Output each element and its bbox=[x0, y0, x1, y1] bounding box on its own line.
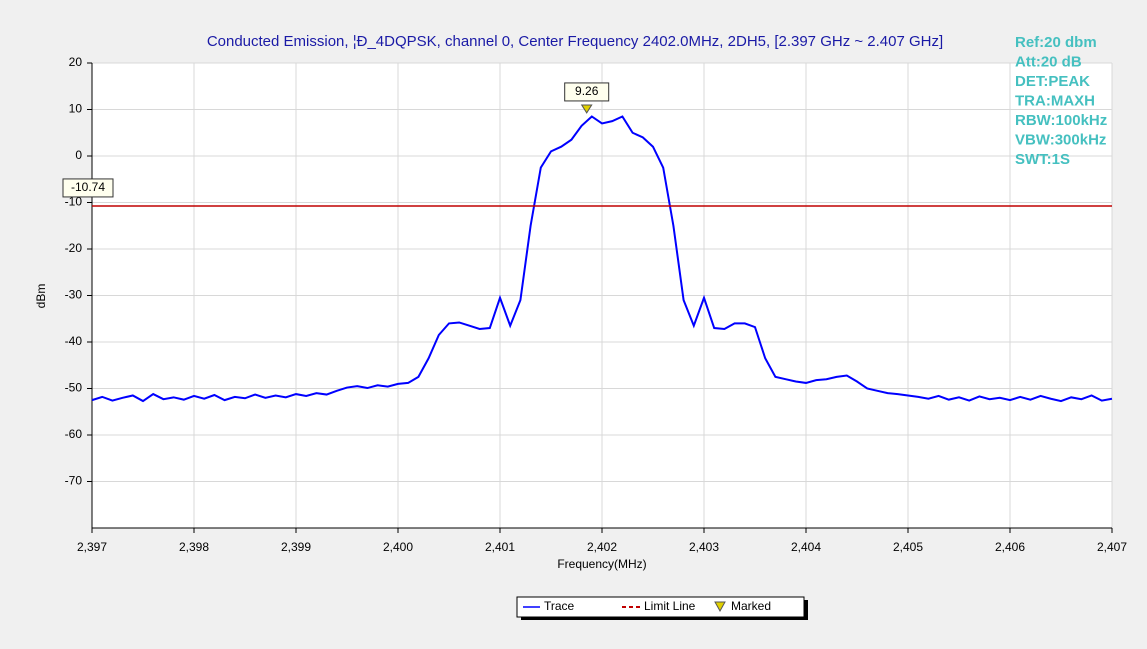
info-text: VBW:300kHz bbox=[1015, 131, 1106, 148]
legend-marker-swatch bbox=[714, 601, 726, 613]
info-text: Att:20 dB bbox=[1015, 53, 1082, 70]
x-axis-label: Frequency(MHz) bbox=[557, 557, 646, 571]
y-tick-label: -40 bbox=[65, 334, 83, 348]
x-tick-label: 2,403 bbox=[689, 540, 719, 554]
legend-label: Trace bbox=[544, 599, 575, 613]
limit-label-box bbox=[62, 178, 114, 198]
chart-title: Conducted Emission, ¦Ð_4DQPSK, channel 0… bbox=[207, 33, 943, 50]
y-tick-label: -60 bbox=[65, 427, 83, 441]
info-text: Ref:20 dbm bbox=[1015, 34, 1097, 51]
y-tick-label: -50 bbox=[65, 381, 83, 395]
info-text: SWT:1S bbox=[1015, 151, 1070, 168]
info-text: RBW:100kHz bbox=[1015, 112, 1107, 129]
marker-label: 9.26 bbox=[575, 84, 599, 98]
info-text: TRA:MAXH bbox=[1015, 92, 1095, 109]
y-tick-label: -70 bbox=[65, 474, 83, 488]
x-tick-label: 2,406 bbox=[995, 540, 1025, 554]
x-tick-label: 2,404 bbox=[791, 540, 821, 554]
trace-line bbox=[91, 115, 1113, 403]
y-tick-label: 10 bbox=[69, 102, 83, 116]
x-tick-label: 2,398 bbox=[179, 540, 209, 554]
legend-label: Marked bbox=[731, 599, 771, 613]
y-tick-label: 20 bbox=[69, 55, 83, 69]
marker bbox=[580, 104, 593, 114]
marker-label-box bbox=[564, 82, 610, 102]
y-tick-label: -10 bbox=[65, 195, 83, 209]
legend-label: Limit Line bbox=[644, 599, 696, 613]
x-tick-label: 2,401 bbox=[485, 540, 515, 554]
y-axis-label: dBm bbox=[34, 284, 48, 309]
limit-label: -10.74 bbox=[71, 180, 105, 194]
y-tick-label: -20 bbox=[65, 241, 83, 255]
x-tick-label: 2,402 bbox=[587, 540, 617, 554]
legend-box bbox=[516, 596, 805, 618]
x-tick-label: 2,405 bbox=[893, 540, 923, 554]
x-tick-label: 2,397 bbox=[77, 540, 107, 554]
x-tick-label: 2,400 bbox=[383, 540, 413, 554]
x-tick-label: 2,407 bbox=[1097, 540, 1127, 554]
y-tick-label: -30 bbox=[65, 288, 83, 302]
info-text: DET:PEAK bbox=[1015, 73, 1090, 90]
x-tick-label: 2,399 bbox=[281, 540, 311, 554]
y-tick-label: 0 bbox=[75, 148, 82, 162]
